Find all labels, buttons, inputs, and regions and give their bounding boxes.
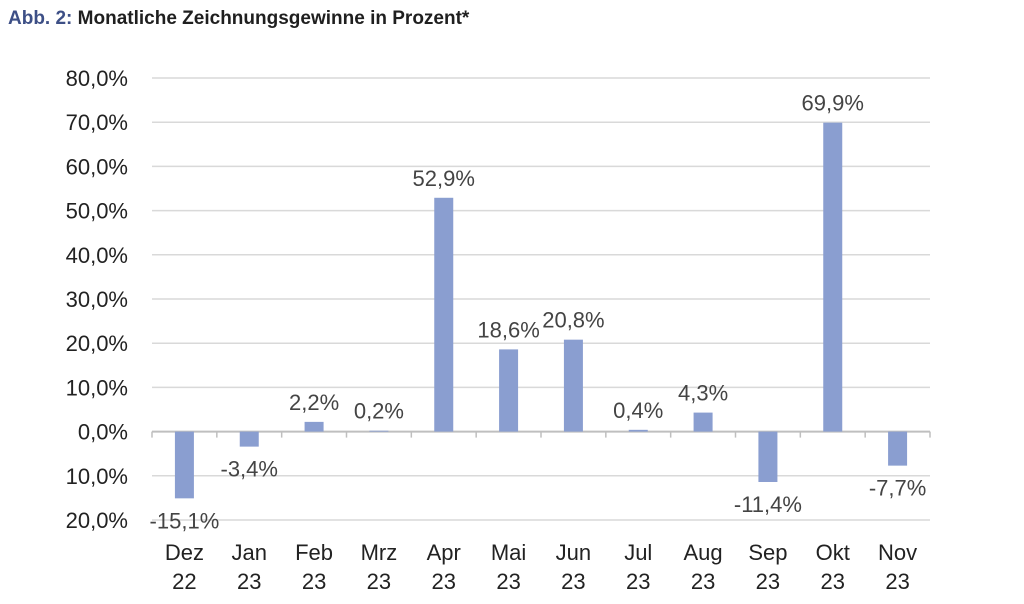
data-label: 4,3% bbox=[678, 381, 728, 406]
x-tick-label-month: Jul bbox=[624, 540, 652, 565]
bar bbox=[563, 339, 583, 432]
data-label: -15,1% bbox=[150, 508, 220, 533]
y-tick-label: 30,0% bbox=[66, 287, 128, 312]
bar bbox=[304, 421, 324, 432]
chart-title: Abb. 2: Monatliche Zeichnungsgewinne in … bbox=[8, 8, 469, 30]
bar bbox=[499, 349, 519, 432]
x-tick-label-year: 23 bbox=[496, 569, 520, 594]
x-tick-label-month: Jun bbox=[556, 540, 591, 565]
data-label: 0,2% bbox=[354, 399, 404, 424]
bar bbox=[823, 122, 843, 432]
bar bbox=[888, 431, 908, 466]
y-tick-label: 70,0% bbox=[66, 110, 128, 135]
y-tick-label: 0,0% bbox=[78, 420, 128, 445]
data-label: -11,4% bbox=[734, 492, 802, 517]
data-label: 18,6% bbox=[477, 317, 539, 342]
data-label: 2,2% bbox=[289, 390, 339, 415]
y-tick-label: 40,0% bbox=[66, 243, 128, 268]
x-tick-label-month: Nov bbox=[878, 540, 917, 565]
x-tick-label-month: Aug bbox=[684, 540, 723, 565]
data-label: -3,4% bbox=[221, 457, 278, 482]
x-tick-label-month: Jan bbox=[232, 540, 267, 565]
data-label: 20,8% bbox=[542, 308, 604, 333]
y-tick-label: 10,0% bbox=[66, 375, 128, 400]
x-tick-label-year: 23 bbox=[626, 569, 650, 594]
data-label: 0,4% bbox=[613, 398, 663, 423]
x-tick-label-month: Mai bbox=[491, 540, 526, 565]
x-tick-label-month: Feb bbox=[295, 540, 333, 565]
data-label: 69,9% bbox=[802, 91, 864, 116]
bar bbox=[758, 431, 778, 482]
x-tick-label-year: 23 bbox=[561, 569, 585, 594]
x-tick-label-month: Sep bbox=[748, 540, 787, 565]
x-tick-label-month: Apr bbox=[427, 540, 461, 565]
bar bbox=[369, 430, 389, 432]
y-tick-label: 20,0% bbox=[66, 331, 128, 356]
bar bbox=[693, 412, 713, 432]
x-tick-label-year: 23 bbox=[821, 569, 845, 594]
bar bbox=[628, 429, 648, 432]
y-tick-label: 10,0% bbox=[66, 464, 128, 489]
x-tick-label-year: 23 bbox=[756, 569, 780, 594]
bar bbox=[174, 431, 194, 499]
y-tick-label: 80,0% bbox=[66, 66, 128, 91]
y-tick-label: 50,0% bbox=[66, 199, 128, 224]
data-label: -7,7% bbox=[869, 476, 926, 501]
figure-number: Abb. 2: bbox=[8, 8, 73, 29]
x-tick-label-year: 22 bbox=[172, 569, 196, 594]
bar bbox=[434, 197, 454, 432]
x-tick-label-year: 23 bbox=[885, 569, 909, 594]
bar bbox=[239, 431, 259, 447]
y-tick-label: 60,0% bbox=[66, 154, 128, 179]
x-tick-label-year: 23 bbox=[237, 569, 261, 594]
x-tick-label-year: 23 bbox=[691, 569, 715, 594]
chart-title-text: Monatliche Zeichnungsgewinne in Prozent* bbox=[77, 8, 470, 29]
x-tick-label-year: 23 bbox=[367, 569, 391, 594]
x-tick-label-year: 23 bbox=[432, 569, 456, 594]
y-tick-label: 20,0% bbox=[66, 508, 128, 533]
data-label: 52,9% bbox=[413, 166, 475, 191]
x-tick-label-month: Mrz bbox=[361, 540, 398, 565]
x-tick-label-month: Dez bbox=[165, 540, 204, 565]
x-tick-label-month: Okt bbox=[816, 540, 850, 565]
x-tick-label-year: 23 bbox=[302, 569, 326, 594]
